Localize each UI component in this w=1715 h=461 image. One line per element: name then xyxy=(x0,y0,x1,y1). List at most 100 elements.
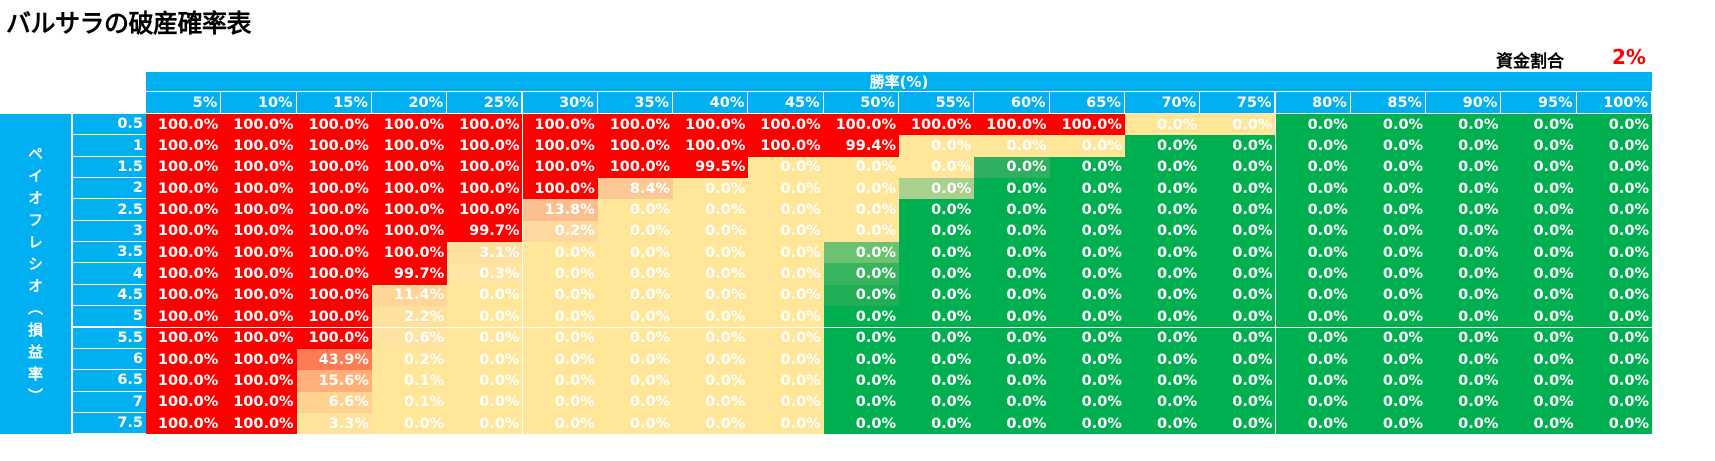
table-cell: 0.0% xyxy=(899,284,975,307)
table-cell: 0.0% xyxy=(974,327,1050,349)
table-cell: 100.0% xyxy=(597,135,674,157)
payoff-ratio-axis-label: ペイオフレシオ（損益率） xyxy=(0,114,72,434)
table-cell: 0.0% xyxy=(447,391,523,413)
table-cell: 0.0% xyxy=(974,391,1050,413)
table-cell: 11.4% xyxy=(371,284,448,307)
column-header-55pct: 55% xyxy=(899,92,975,113)
table-cell: 0.0% xyxy=(1350,263,1427,285)
table-cell: 100.0% xyxy=(447,156,523,179)
table-cell: 100.0% xyxy=(597,114,674,136)
table-cell: 0.0% xyxy=(1049,135,1125,157)
column-header-50pct: 50% xyxy=(823,92,899,113)
table-cell: 100.0% xyxy=(296,327,372,349)
table-cell: 13.8% xyxy=(522,199,598,221)
table-cell: 0.0% xyxy=(673,412,749,435)
table-cell: 0.0% xyxy=(1124,114,1201,136)
table-cell: 0.0% xyxy=(1124,370,1201,392)
table-cell: 0.0% xyxy=(1124,263,1201,285)
row-header-6.5: 6.5 xyxy=(73,370,146,392)
table-cell: 100.0% xyxy=(296,242,372,264)
column-header-90pct: 90% xyxy=(1426,92,1502,113)
table-cell: 0.0% xyxy=(748,348,824,371)
table-cell: 0.0% xyxy=(1576,263,1652,285)
column-header-25pct: 25% xyxy=(447,92,523,113)
table-cell: 0.0% xyxy=(974,178,1050,200)
fund-ratio-value[interactable]: 2% xyxy=(1612,45,1646,69)
row-header-7.5: 7.5 xyxy=(73,412,146,435)
column-header-60pct: 60% xyxy=(974,92,1050,113)
table-cell: 0.0% xyxy=(1200,114,1276,136)
table-cell: 0.0% xyxy=(823,156,899,179)
table-cell: 100.0% xyxy=(146,156,222,179)
table-cell: 0.0% xyxy=(1426,242,1502,264)
table-cell: 0.0% xyxy=(1275,263,1351,285)
table-cell: 0.0% xyxy=(597,220,674,243)
row-header-5: 5 xyxy=(73,306,146,328)
table-cell: 0.0% xyxy=(1275,178,1351,200)
table-cell: 0.0% xyxy=(522,263,598,285)
column-header-95pct: 95% xyxy=(1501,92,1577,113)
table-cell: 0.0% xyxy=(522,327,598,349)
table-cell: 0.0% xyxy=(1426,135,1502,157)
table-cell: 0.0% xyxy=(597,263,674,285)
table-cell: 100.0% xyxy=(371,242,448,264)
table-cell: 0.0% xyxy=(673,220,749,243)
table-cell: 0.1% xyxy=(371,370,448,392)
table-cell: 100.0% xyxy=(221,220,297,243)
table-cell: 0.0% xyxy=(823,370,899,392)
table-cell: 0.0% xyxy=(673,284,749,307)
table-cell: 100.0% xyxy=(146,220,222,243)
table-cell: 0.0% xyxy=(1049,263,1125,285)
column-header-30pct: 30% xyxy=(522,92,598,113)
table-cell: 100.0% xyxy=(221,370,297,392)
table-cell: 0.0% xyxy=(1200,199,1276,221)
table-cell: 0.0% xyxy=(1275,156,1351,179)
table-cell: 0.0% xyxy=(974,242,1050,264)
table-cell: 6.6% xyxy=(296,391,372,413)
table-cell: 100.0% xyxy=(296,114,372,136)
column-header-65pct: 65% xyxy=(1049,92,1125,113)
table-cell: 0.0% xyxy=(1124,156,1201,179)
table-cell: 0.0% xyxy=(1200,412,1276,435)
table-cell: 0.0% xyxy=(447,306,523,328)
table-cell: 0.0% xyxy=(1275,412,1351,435)
table-cell: 0.0% xyxy=(974,220,1050,243)
table-cell: 100.0% xyxy=(221,178,297,200)
column-header-35pct: 35% xyxy=(597,92,674,113)
table-cell: 100.0% xyxy=(221,114,297,136)
table-cell: 100.0% xyxy=(296,220,372,243)
table-cell: 100.0% xyxy=(522,135,598,157)
table-cell: 0.0% xyxy=(899,242,975,264)
table-cell: 99.5% xyxy=(673,156,749,179)
table-cell: 0.0% xyxy=(1350,220,1427,243)
table-cell: 100.0% xyxy=(146,242,222,264)
table-cell: 0.0% xyxy=(974,348,1050,371)
table-cell: 100.0% xyxy=(221,284,297,307)
table-cell: 0.0% xyxy=(748,178,824,200)
column-header-70pct: 70% xyxy=(1124,92,1201,113)
table-cell: 0.0% xyxy=(673,348,749,371)
table-cell: 0.1% xyxy=(371,391,448,413)
table-cell: 0.0% xyxy=(1501,263,1577,285)
table-cell: 0.0% xyxy=(1275,114,1351,136)
row-header-3: 3 xyxy=(73,220,146,243)
table-cell: 0.0% xyxy=(899,327,975,349)
table-cell: 0.0% xyxy=(1350,391,1427,413)
table-cell: 15.6% xyxy=(296,370,372,392)
table-cell: 100.0% xyxy=(899,114,975,136)
table-cell: 0.0% xyxy=(1200,348,1276,371)
table-cell: 100.0% xyxy=(296,306,372,328)
table-cell: 100.0% xyxy=(221,156,297,179)
table-cell: 100.0% xyxy=(522,178,598,200)
table-cell: 0.0% xyxy=(1275,284,1351,307)
table-cell: 0.0% xyxy=(1350,156,1427,179)
table-cell: 0.2% xyxy=(371,348,448,371)
table-cell: 100.0% xyxy=(447,114,523,136)
table-cell: 0.0% xyxy=(447,412,523,435)
table-cell: 0.0% xyxy=(597,199,674,221)
table-cell: 0.0% xyxy=(522,306,598,328)
table-cell: 100.0% xyxy=(296,263,372,285)
table-cell: 0.0% xyxy=(1124,242,1201,264)
table-cell: 0.0% xyxy=(1049,284,1125,307)
row-header-1: 1 xyxy=(73,135,146,157)
